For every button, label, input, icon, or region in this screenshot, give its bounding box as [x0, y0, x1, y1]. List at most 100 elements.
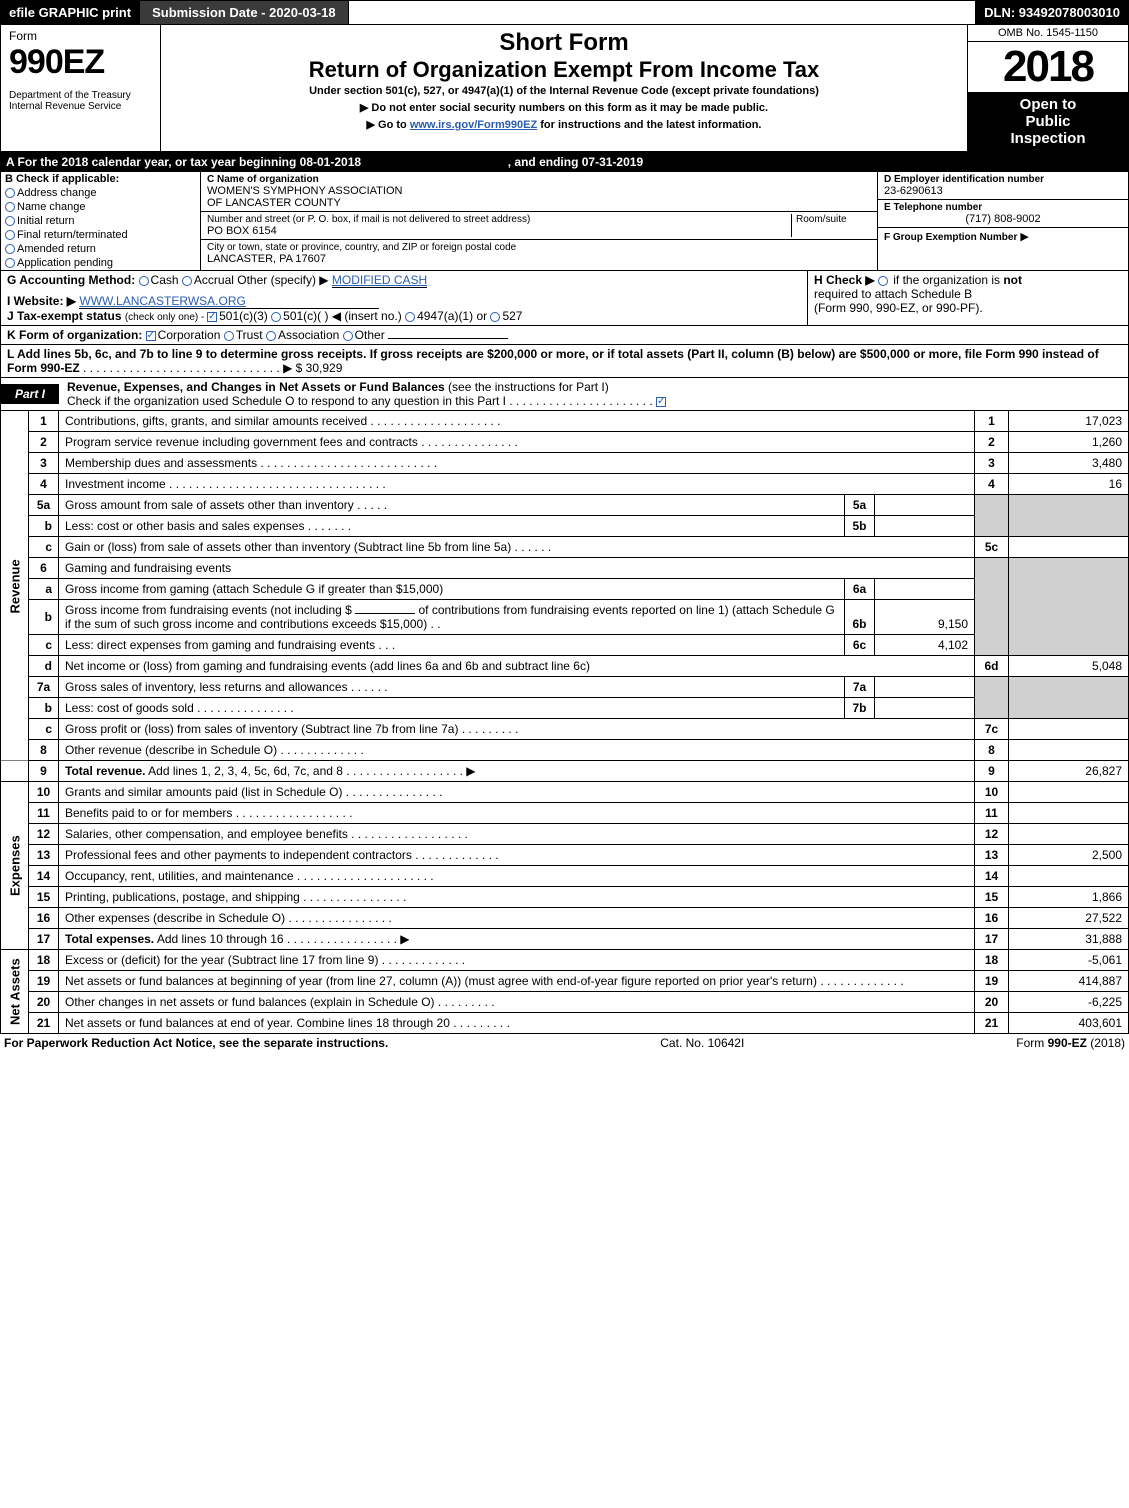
r20-bn: 20 [975, 992, 1009, 1013]
g-cash-radio[interactable] [139, 276, 149, 286]
r15-num: 15 [29, 887, 59, 908]
j-note: (check only one) - [125, 312, 207, 323]
r5-grey-bn [975, 495, 1009, 537]
footer-mid: Cat. No. 10642I [660, 1036, 744, 1050]
r7c-val [1009, 719, 1129, 740]
j-527-radio[interactable] [490, 312, 500, 322]
room-label: Room/suite [796, 214, 871, 225]
r3-bn: 3 [975, 453, 1009, 474]
r1-num: 1 [29, 411, 59, 432]
j-opt4: 527 [502, 309, 522, 323]
chk-address-change[interactable]: Address change [1, 186, 200, 200]
r5c-num: c [29, 537, 59, 558]
r13-val: 2,500 [1009, 845, 1129, 866]
r19-bn: 19 [975, 971, 1009, 992]
line-l-row: L Add lines 5b, 6c, and 7b to line 9 to … [0, 345, 1129, 378]
r20-num: 20 [29, 992, 59, 1013]
r6c-desc: Less: direct expenses from gaming and fu… [59, 635, 845, 656]
r6-grey-val [1009, 558, 1129, 656]
r12-num: 12 [29, 824, 59, 845]
chk-amended-return[interactable]: Amended return [1, 242, 200, 256]
form-note-2: ▶ Go to www.irs.gov/Form990EZ for instru… [169, 116, 959, 133]
r4-val: 16 [1009, 474, 1129, 495]
r10-bn: 10 [975, 782, 1009, 803]
r6-grey-bn [975, 558, 1009, 656]
g-accrual-radio[interactable] [182, 276, 192, 286]
r6-num: 6 [29, 558, 59, 579]
org-name-1: WOMEN'S SYMPHONY ASSOCIATION [207, 185, 871, 197]
form-header: Form 990EZ Department of the Treasury In… [0, 25, 1129, 152]
r14-bn: 14 [975, 866, 1009, 887]
k-corp-chk[interactable] [146, 331, 156, 341]
form-word: Form [9, 29, 152, 43]
r16-bn: 16 [975, 908, 1009, 929]
part-1-note: (see the instructions for Part I) [448, 380, 609, 394]
r4-bn: 4 [975, 474, 1009, 495]
part-1-table: Revenue 1 Contributions, gifts, grants, … [0, 411, 1129, 1034]
r7b-desc: Less: cost of goods sold . . . . . . . .… [59, 698, 845, 719]
street-label: Number and street (or P. O. box, if mail… [207, 214, 791, 225]
j-501c3-chk[interactable] [207, 312, 217, 322]
r12-bn: 12 [975, 824, 1009, 845]
phone-cell: E Telephone number (717) 808-9002 [878, 200, 1128, 228]
line-gh-row: G Accounting Method: Cash Accrual Other … [0, 271, 1129, 326]
box-c: C Name of organization WOMEN'S SYMPHONY … [201, 172, 878, 270]
r6a-desc: Gross income from gaming (attach Schedul… [59, 579, 845, 600]
irs-link[interactable]: www.irs.gov/Form990EZ [410, 119, 537, 131]
r18-num: 18 [29, 950, 59, 971]
r9-bn: 9 [975, 761, 1009, 782]
r3-desc: Membership dues and assessments . . . . … [59, 453, 975, 474]
r6b-desc: Gross income from fundraising events (no… [59, 600, 845, 635]
r7b-num: b [29, 698, 59, 719]
r6c-iv: 4,102 [875, 635, 975, 656]
d-label: D Employer identification number [884, 174, 1122, 185]
r17-desc: Total expenses. Add lines 10 through 16 … [59, 929, 975, 950]
city-cell: City or town, state or province, country… [201, 240, 877, 267]
netassets-side-label: Net Assets [1, 950, 29, 1034]
c-label: C Name of organization [207, 174, 871, 185]
chk-final-return[interactable]: Final return/terminated [1, 228, 200, 242]
expenses-side-label: Expenses [1, 782, 29, 950]
part-1-schedule-o-chk[interactable] [656, 397, 666, 407]
short-form-label: Short Form [169, 29, 959, 57]
k-other-radio[interactable] [343, 331, 353, 341]
j-4947-radio[interactable] [405, 312, 415, 322]
r15-bn: 15 [975, 887, 1009, 908]
g-accrual: Accrual [194, 273, 234, 287]
open-line-2: Public [970, 113, 1126, 130]
g-value[interactable]: MODIFIED CASH [332, 273, 427, 288]
k-assoc-radio[interactable] [266, 331, 276, 341]
k-corp: Corporation [158, 328, 221, 342]
top-spacer [349, 1, 977, 24]
r7-grey-bn [975, 677, 1009, 719]
chk-application-pending[interactable]: Application pending [1, 256, 200, 270]
chk-name-change[interactable]: Name change [1, 200, 200, 214]
chk-initial-return[interactable]: Initial return [1, 214, 200, 228]
r6a-in: 6a [845, 579, 875, 600]
line-g: G Accounting Method: Cash Accrual Other … [1, 271, 808, 325]
h-check[interactable] [878, 276, 888, 286]
note2-post: for instructions and the latest informat… [537, 119, 761, 131]
r1-val: 17,023 [1009, 411, 1129, 432]
r10-num: 10 [29, 782, 59, 803]
f-label: F Group Exemption Number [884, 232, 1017, 243]
r1-bn: 1 [975, 411, 1009, 432]
f-arrow: ▶ [1020, 231, 1028, 243]
r8-bn: 8 [975, 740, 1009, 761]
dept-irs: Internal Revenue Service [9, 101, 152, 112]
street-value: PO BOX 6154 [207, 225, 791, 237]
r21-bn: 21 [975, 1013, 1009, 1034]
box-def: D Employer identification number 23-6290… [878, 172, 1128, 270]
h-forms: (Form 990, 990-EZ, or 990-PF). [814, 301, 1122, 315]
r18-val: -5,061 [1009, 950, 1129, 971]
i-value[interactable]: WWW.LANCASTERWSA.ORG [79, 294, 379, 309]
note2-pre: ▶ Go to [367, 119, 410, 131]
r6d-bn: 6d [975, 656, 1009, 677]
box-b: B Check if applicable: Address change Na… [1, 172, 201, 270]
r17-bn: 17 [975, 929, 1009, 950]
j-501c-radio[interactable] [271, 312, 281, 322]
r19-num: 19 [29, 971, 59, 992]
k-trust-radio[interactable] [224, 331, 234, 341]
ein-cell: D Employer identification number 23-6290… [878, 172, 1128, 200]
r3-num: 3 [29, 453, 59, 474]
